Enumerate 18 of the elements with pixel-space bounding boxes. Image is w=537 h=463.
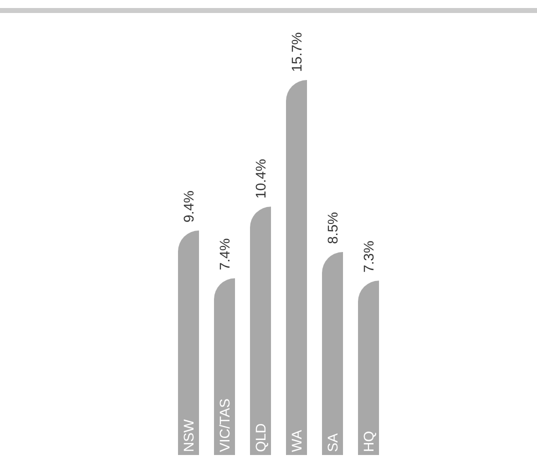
bar bbox=[178, 230, 199, 455]
x-tick-label: SA bbox=[324, 432, 340, 452]
x-tick-label: HQ bbox=[360, 430, 376, 452]
data-label: 10.4% bbox=[252, 158, 268, 199]
x-tick-label: VIC/TAS bbox=[216, 398, 232, 452]
data-label: 15.7% bbox=[288, 32, 304, 72]
data-label: 7.3% bbox=[360, 240, 376, 273]
bar bbox=[358, 280, 379, 455]
bar bbox=[250, 206, 271, 455]
x-tick-label: NSW bbox=[180, 418, 196, 452]
data-label: 9.4% bbox=[180, 190, 196, 222]
bar bbox=[322, 252, 343, 455]
data-label: 7.4% bbox=[216, 238, 232, 270]
x-tick-label: WA bbox=[288, 429, 304, 452]
bar bbox=[286, 80, 307, 455]
x-tick-label: QLD bbox=[252, 423, 268, 452]
bar bbox=[214, 278, 235, 455]
data-label: 8.5% bbox=[324, 212, 340, 244]
